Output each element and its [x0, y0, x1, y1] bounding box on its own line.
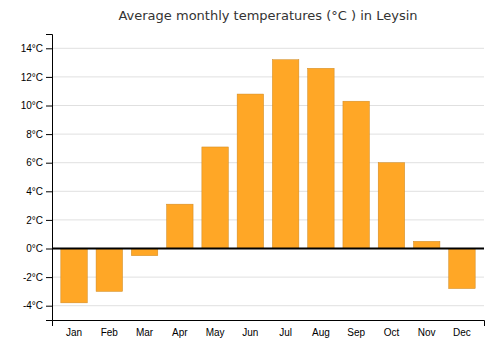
x-tick: May: [206, 327, 225, 338]
y-tick-mark: [46, 191, 52, 192]
x-tick-label: May: [206, 327, 225, 338]
y-tick: 4°C: [26, 186, 52, 197]
grid: [52, 48, 484, 305]
y-tick: -2°C: [23, 272, 52, 283]
x-tick-label: Feb: [101, 327, 119, 338]
x-tick: Sep: [347, 327, 365, 338]
y-tick: 0°C: [26, 243, 52, 254]
y-tick-label: 10°C: [21, 100, 43, 111]
y-tick-mark: [46, 277, 52, 278]
x-tick: Oct: [384, 327, 400, 338]
grid-line: [52, 305, 484, 306]
x-tick: Jun: [242, 327, 258, 338]
y-tick: 6°C: [26, 157, 52, 168]
x-tick: Nov: [418, 327, 436, 338]
bar: [237, 94, 263, 248]
bar: [413, 241, 439, 248]
grid-line: [52, 162, 484, 163]
x-tick-label: Jan: [66, 327, 82, 338]
bar: [272, 60, 298, 249]
bar: [449, 249, 475, 289]
chart: -4°C -2°C 0°C 2°C 4°C 6°C 8°C 10°C 12°C 14°C Jan Fe…: [0, 0, 500, 350]
y-tick-label: 8°C: [26, 129, 43, 140]
y-axis-line: [46, 35, 53, 321]
bar: [202, 147, 228, 249]
bar: [308, 68, 334, 248]
y-tick-mark: [46, 77, 52, 78]
grid-line: [52, 248, 484, 249]
x-tick: Jan: [66, 327, 82, 338]
y-tick-label: -4°C: [23, 300, 43, 311]
grid-line: [52, 48, 484, 49]
x-axis-line: [53, 321, 485, 327]
bar: [96, 249, 122, 292]
y-tick-mark: [46, 134, 52, 135]
y-tick-label: 2°C: [26, 215, 43, 226]
y-tick: 14°C: [21, 43, 52, 54]
title: Average monthly temperatures (°C ) in Le…: [118, 8, 417, 23]
y-tick-label: 12°C: [21, 72, 43, 83]
x-tick-label: Dec: [453, 327, 471, 338]
bars: [52, 60, 484, 303]
bar: [167, 204, 193, 248]
y-tick: 2°C: [26, 215, 52, 226]
x-tick-label: Oct: [384, 327, 400, 338]
y-tick-mark: [46, 220, 52, 221]
y-tick-label: 0°C: [26, 243, 43, 254]
y-tick-label: -2°C: [23, 272, 43, 283]
x-tick: Dec: [453, 327, 471, 338]
x-tick: Jul: [279, 327, 292, 338]
y-tick: 12°C: [21, 72, 52, 83]
x-tick: Mar: [136, 327, 154, 338]
x-tick-label: Sep: [347, 327, 365, 338]
x-tick: Apr: [172, 327, 188, 338]
x-tick-label: Nov: [418, 327, 436, 338]
x-tick-label: Mar: [136, 327, 154, 338]
y-tick-mark: [46, 48, 52, 49]
y-tick-mark: [46, 306, 52, 307]
zero-line: [52, 248, 484, 250]
bar: [378, 163, 404, 249]
grid-line: [52, 219, 484, 220]
bar: [131, 249, 157, 256]
y-tick-label: 6°C: [26, 157, 43, 168]
grid-line: [52, 76, 484, 77]
y-tick: 8°C: [26, 129, 52, 140]
x-tick-label: Apr: [172, 327, 188, 338]
x-tick-label: Jun: [242, 327, 258, 338]
y-tick-label: 4°C: [26, 186, 43, 197]
plot-area: -4°C -2°C 0°C 2°C 4°C 6°C 8°C 10°C 12°C 14°C Jan Fe…: [21, 35, 485, 339]
x-tick-label: Aug: [312, 327, 330, 338]
grid-line: [52, 105, 484, 106]
bar: [61, 249, 87, 303]
y-axis: -4°C -2°C 0°C 2°C 4°C 6°C 8°C 10°C 12°C 14°C: [21, 35, 53, 321]
x-tick: Aug: [312, 327, 330, 338]
y-tick: -4°C: [23, 300, 52, 311]
bar: [343, 101, 369, 248]
y-tick-mark: [46, 106, 52, 107]
y-tick-mark: [46, 163, 52, 164]
x-axis: Jan Feb Mar Apr May Jun Jul Aug Sep Oct Nov Dec: [53, 321, 485, 339]
y-tick: 10°C: [21, 100, 52, 111]
y-tick-label: 14°C: [21, 43, 43, 54]
grid-line: [52, 134, 484, 135]
x-tick: Feb: [101, 327, 119, 338]
y-tick-mark: [46, 249, 52, 250]
grid-line: [52, 191, 484, 192]
x-tick-label: Jul: [279, 327, 292, 338]
